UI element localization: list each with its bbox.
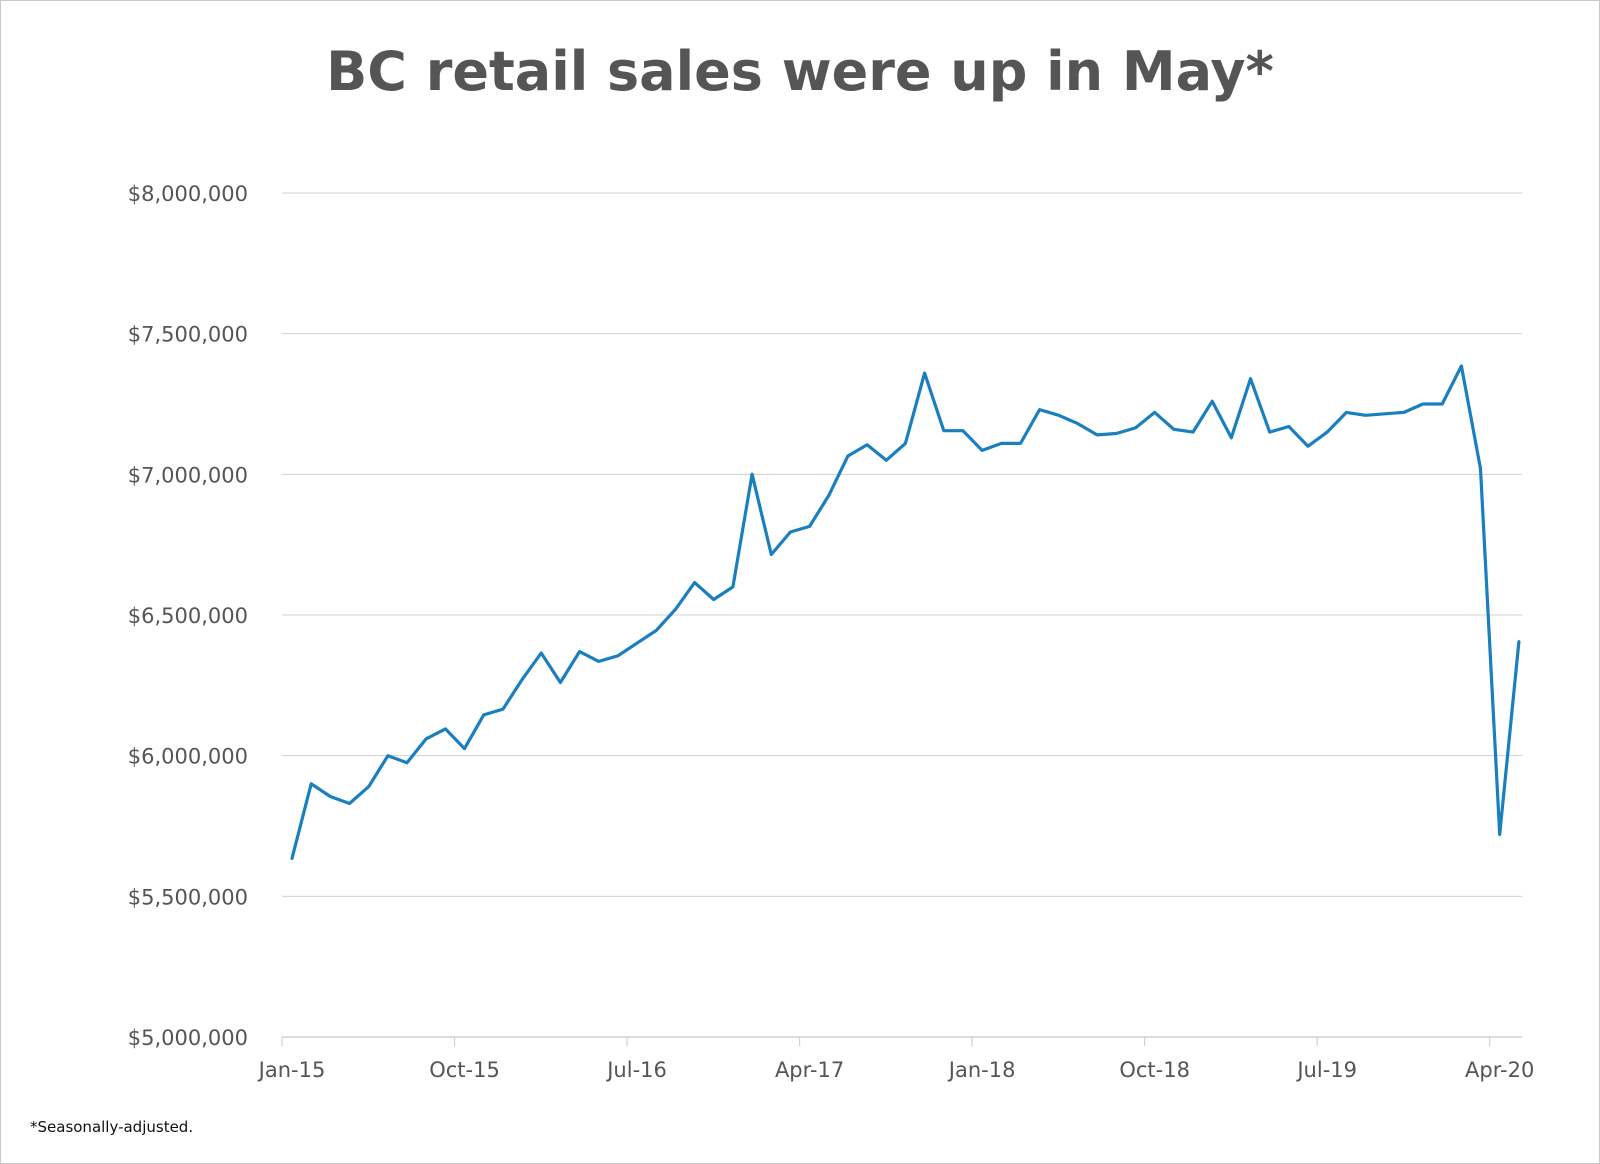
- x-axis: Jan-15 Oct-15 Jul-16 Apr-17 Jan-18 Oct-18 Jul-…: [257, 1037, 1534, 1082]
- series-layer: [290, 364, 1521, 861]
- x-tick-label: Apr-17: [775, 1058, 844, 1082]
- x-tick-label: Jan-15: [257, 1058, 326, 1082]
- chart-title: BC retail sales were up in May*: [326, 40, 1274, 103]
- x-tick-label: Oct-15: [429, 1058, 500, 1082]
- gridlines: [282, 192, 1522, 1038]
- y-tick-label: $7,000,000: [128, 463, 248, 487]
- y-tick-label: $8,000,000: [128, 182, 248, 206]
- y-tick-label: $5,500,000: [128, 885, 248, 909]
- series-line: [290, 364, 1521, 861]
- y-axis: $5,000,000 $5,500,000 $6,000,000 $6,500,000…: [128, 182, 248, 1050]
- x-tick-label: Jan-18: [947, 1058, 1016, 1082]
- y-tick-label: $5,000,000: [128, 1026, 248, 1050]
- y-tick-label: $7,500,000: [128, 323, 248, 347]
- y-tick-label: $6,500,000: [128, 604, 248, 628]
- x-tick-label: Oct-18: [1119, 1058, 1190, 1082]
- x-tick-label: Jul-19: [1295, 1058, 1357, 1082]
- y-tick-label: $6,000,000: [128, 745, 248, 769]
- footnote: *Seasonally-adjusted.: [30, 1118, 194, 1136]
- x-tick-label: Jul-16: [605, 1058, 667, 1082]
- x-tick-label: Apr-20: [1465, 1058, 1534, 1082]
